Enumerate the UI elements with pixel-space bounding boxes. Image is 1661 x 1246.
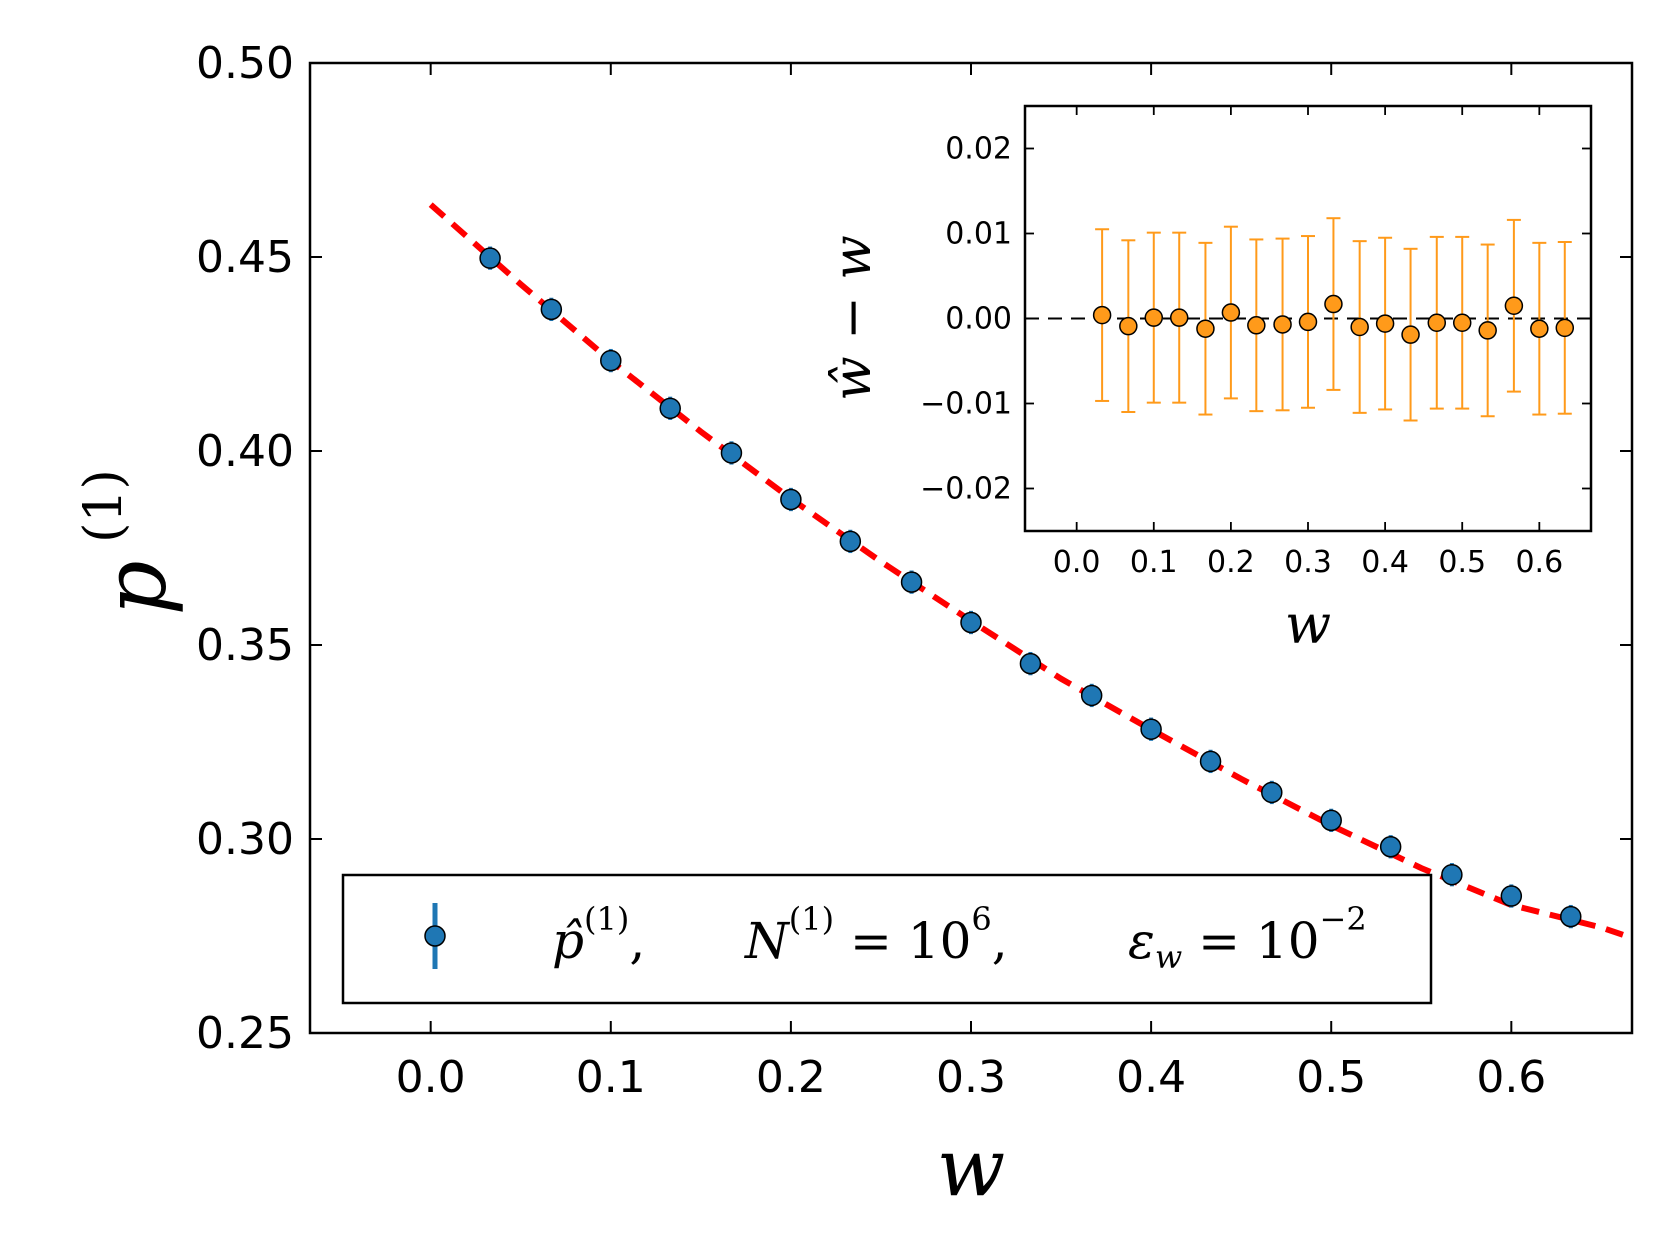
main-data-point (900, 571, 923, 593)
inset-data-point (1401, 325, 1420, 344)
inset-data-point (1169, 308, 1189, 327)
main-x-ticks: 0.0 0.1 0.2 0.3 0.4 0.5 0.6 (396, 63, 1546, 1103)
inset-chart: 0.0 0.1 0.2 0.3 0.4 0.5 0.6 −0.02 −0.01 0.00 0.01… (823, 104, 1593, 656)
inset-data-point (1298, 312, 1318, 332)
inset-data-point (1196, 319, 1215, 338)
main-y-tick-label: 0.50 (196, 38, 294, 89)
main-data-point (1080, 684, 1103, 707)
inset-data-point (1350, 317, 1369, 337)
inset-x-tick-label: 0.1 (1130, 545, 1178, 580)
main-data-point (1199, 750, 1222, 773)
inset-y-tick-label: 0.00 (945, 302, 1012, 337)
inset-y-tick-label: −0.01 (920, 387, 1012, 422)
main-y-axis-label: p (1) (74, 469, 186, 615)
inset-data-point (1324, 294, 1343, 314)
main-y-tick-label: 0.45 (196, 232, 294, 283)
svg-text:εw = 10−2: εw = 10−2 (1128, 900, 1367, 976)
fit-curve-line (428, 202, 1633, 941)
svg-text:p̂(1),: p̂(1), (552, 900, 645, 970)
inset-data-point (1273, 315, 1292, 334)
main-x-tick-label: 0.3 (936, 1052, 1006, 1103)
inset-data-point (1119, 316, 1138, 336)
inset-y-tick-label: 0.02 (945, 132, 1012, 167)
inset-markers (1092, 294, 1575, 344)
main-data-point (960, 611, 982, 634)
inset-x-tick-label: 0.6 (1515, 545, 1563, 580)
main-x-tick-label: 0.6 (1476, 1052, 1546, 1103)
inset-data-point (1504, 296, 1524, 315)
main-x-tick-label: 0.2 (756, 1052, 826, 1103)
inset-data-point (1375, 314, 1395, 333)
inset-y-ticks: −0.02 −0.01 0.00 0.01 0.02 (920, 132, 1591, 507)
main-y-tick-label: 0.25 (196, 1008, 294, 1059)
main-data-point (720, 442, 743, 464)
main-chart: 0.0 0.1 0.2 0.3 0.4 0.5 0.6 0.250.300.350.400.… (74, 38, 1634, 1214)
main-data-point (479, 247, 501, 269)
legend-label: p̂(1), N(1) = 106, εw = 10−2 (552, 900, 1367, 976)
main-data-point (540, 298, 563, 321)
inset-y-tick-label: −0.02 (920, 472, 1012, 507)
main-data-point (1441, 863, 1463, 886)
inset-x-ticks: 0.0 0.1 0.2 0.3 0.4 0.5 0.6 (1053, 106, 1563, 580)
inset-x-tick-label: 0.5 (1438, 545, 1486, 580)
main-data-point (1019, 652, 1042, 675)
inset-data-point (1144, 308, 1164, 327)
main-y-tick-label: 0.40 (196, 426, 294, 477)
inset-x-axis-label: w (1285, 593, 1331, 656)
inset-x-tick-label: 0.3 (1284, 545, 1332, 580)
fit-curve (428, 202, 1633, 941)
main-x-tick-label: 0.0 (396, 1052, 466, 1103)
inset-data-point (1452, 313, 1472, 332)
main-y-tick-label: 0.30 (196, 814, 294, 865)
legend-box (341, 873, 1433, 1005)
inset-data-point (1092, 305, 1112, 325)
inset-data-point (1555, 318, 1575, 338)
main-data-point (659, 397, 681, 420)
inset-data-point (1247, 316, 1266, 335)
svg-text:(1): (1) (74, 469, 134, 543)
main-data-point (1500, 885, 1523, 907)
main-data-point (1140, 718, 1162, 740)
main-y-tick-label: 0.35 (196, 620, 294, 671)
legend-marker (424, 903, 446, 969)
main-data-point (1261, 781, 1283, 804)
main-data-point (839, 530, 862, 553)
main-x-axis-label: w (937, 1121, 1005, 1214)
main-data-point (1379, 836, 1402, 858)
svg-text:p: p (86, 560, 186, 615)
inset-data-point (1427, 313, 1447, 332)
main-data-point (1320, 809, 1342, 832)
main-x-tick-label: 0.4 (1116, 1052, 1186, 1103)
inset-x-tick-label: 0.0 (1053, 545, 1101, 580)
main-x-tick-label: 0.5 (1296, 1052, 1366, 1103)
main-x-tick-label: 0.1 (576, 1052, 646, 1103)
inset-x-tick-label: 0.4 (1361, 545, 1409, 580)
main-data-point (600, 349, 622, 372)
inset-data-point (1530, 319, 1549, 338)
legend: p̂(1), N(1) = 106, εw = 10−2 (341, 873, 1433, 1005)
inset-x-tick-label: 0.2 (1207, 545, 1255, 580)
main-data-point (1560, 905, 1582, 928)
inset-data-point (1221, 303, 1241, 322)
inset-data-point (1478, 321, 1497, 340)
main-y-ticks: 0.25 0.30 0.35 0.40 0.45 0.50 (196, 38, 1632, 1059)
inset-y-axis-label: ŵ − w (823, 235, 883, 401)
inset-y-tick-label: 0.01 (945, 217, 1012, 252)
main-markers (479, 247, 1582, 928)
main-data-point (780, 488, 802, 511)
svg-text:N(1) = 106,: N(1) = 106, (744, 900, 1008, 970)
